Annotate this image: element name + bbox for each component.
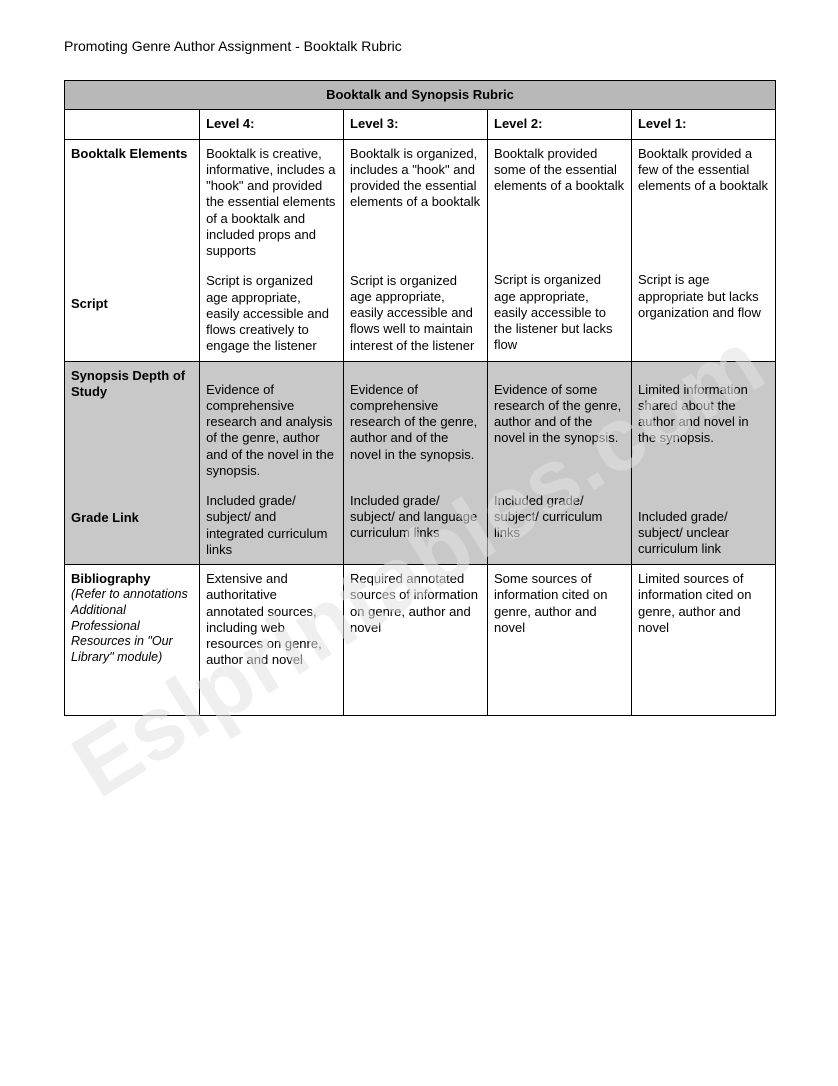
table-header-row: Level 4: Level 3: Level 2: Level 1: xyxy=(65,110,776,139)
table-row: Synopsis Depth of Study Grade Link Evide… xyxy=(65,361,776,565)
cell-text: Evidence of some research of the genre, … xyxy=(494,382,625,447)
cell-l3: Required annotated sources of informatio… xyxy=(344,565,488,716)
cell-l4: Extensive and authoritative annotated so… xyxy=(200,565,344,716)
criteria-cell: Bibliography (Refer to annotations Addit… xyxy=(65,565,200,716)
cell-text: Script is organized age appropriate, eas… xyxy=(206,273,337,354)
cell-text: Some sources of information cited on gen… xyxy=(494,571,625,636)
criteria-note: (Refer to annotations Additional Profess… xyxy=(71,587,193,665)
cell-text: Extensive and authoritative annotated so… xyxy=(206,571,337,669)
cell-text: Script is age appropriate but lacks orga… xyxy=(638,272,769,321)
cell-text: Booktalk provided some of the essential … xyxy=(494,146,625,195)
cell-l2: Booktalk provided some of the essential … xyxy=(488,139,632,361)
cell-text: Limited information shared about the aut… xyxy=(638,382,769,447)
header-level-1: Level 1: xyxy=(631,110,775,139)
header-level-3: Level 3: xyxy=(344,110,488,139)
cell-text: Booktalk provided a few of the essential… xyxy=(638,146,769,195)
cell-text: Booktalk is organized, includes a "hook"… xyxy=(350,146,481,211)
header-criteria xyxy=(65,110,200,139)
cell-l1: Limited sources of information cited on … xyxy=(631,565,775,716)
rubric-table: Booktalk and Synopsis Rubric Level 4: Le… xyxy=(64,80,776,716)
cell-text: Script is organized age appropriate, eas… xyxy=(350,273,481,354)
cell-text: Included grade/ subject/ curriculum link… xyxy=(494,493,625,542)
cell-text: Script is organized age appropriate, eas… xyxy=(494,272,625,353)
cell-text: Evidence of comprehensive research and a… xyxy=(206,382,337,480)
cell-text: Evidence of comprehensive research of th… xyxy=(350,382,481,463)
cell-l4: Booktalk is creative, informative, inclu… xyxy=(200,139,344,361)
cell-l2: Evidence of some research of the genre, … xyxy=(488,361,632,565)
cell-text: Included grade/ subject/ and language cu… xyxy=(350,493,481,542)
header-level-2: Level 2: xyxy=(488,110,632,139)
cell-text: Included grade/ subject/ and integrated … xyxy=(206,493,337,558)
cell-l1: Booktalk provided a few of the essential… xyxy=(631,139,775,361)
table-title: Booktalk and Synopsis Rubric xyxy=(65,81,776,110)
cell-l4: Evidence of comprehensive research and a… xyxy=(200,361,344,565)
table-row: Booktalk Elements Script Booktalk is cre… xyxy=(65,139,776,361)
cell-text: Included grade/ subject/ unclear curricu… xyxy=(638,509,769,558)
table-row: Bibliography (Refer to annotations Addit… xyxy=(65,565,776,716)
table-title-row: Booktalk and Synopsis Rubric xyxy=(65,81,776,110)
cell-text: Required annotated sources of informatio… xyxy=(350,571,481,636)
cell-l3: Evidence of comprehensive research of th… xyxy=(344,361,488,565)
criteria-cell: Booktalk Elements Script xyxy=(65,139,200,361)
cell-l1: Limited information shared about the aut… xyxy=(631,361,775,565)
cell-l2: Some sources of information cited on gen… xyxy=(488,565,632,716)
criteria-label: Synopsis Depth of Study xyxy=(71,368,193,401)
criteria-label: Bibliography xyxy=(71,571,193,587)
criteria-cell: Synopsis Depth of Study Grade Link xyxy=(65,361,200,565)
criteria-label: Script xyxy=(71,296,193,312)
page-container: Promoting Genre Author Assignment - Book… xyxy=(0,0,838,756)
cell-text: Limited sources of information cited on … xyxy=(638,571,769,636)
criteria-label: Grade Link xyxy=(71,510,193,526)
criteria-label: Booktalk Elements xyxy=(71,146,193,162)
cell-l3: Booktalk is organized, includes a "hook"… xyxy=(344,139,488,361)
document-title: Promoting Genre Author Assignment - Book… xyxy=(64,38,776,54)
cell-text: Booktalk is creative, informative, inclu… xyxy=(206,146,337,260)
header-level-4: Level 4: xyxy=(200,110,344,139)
